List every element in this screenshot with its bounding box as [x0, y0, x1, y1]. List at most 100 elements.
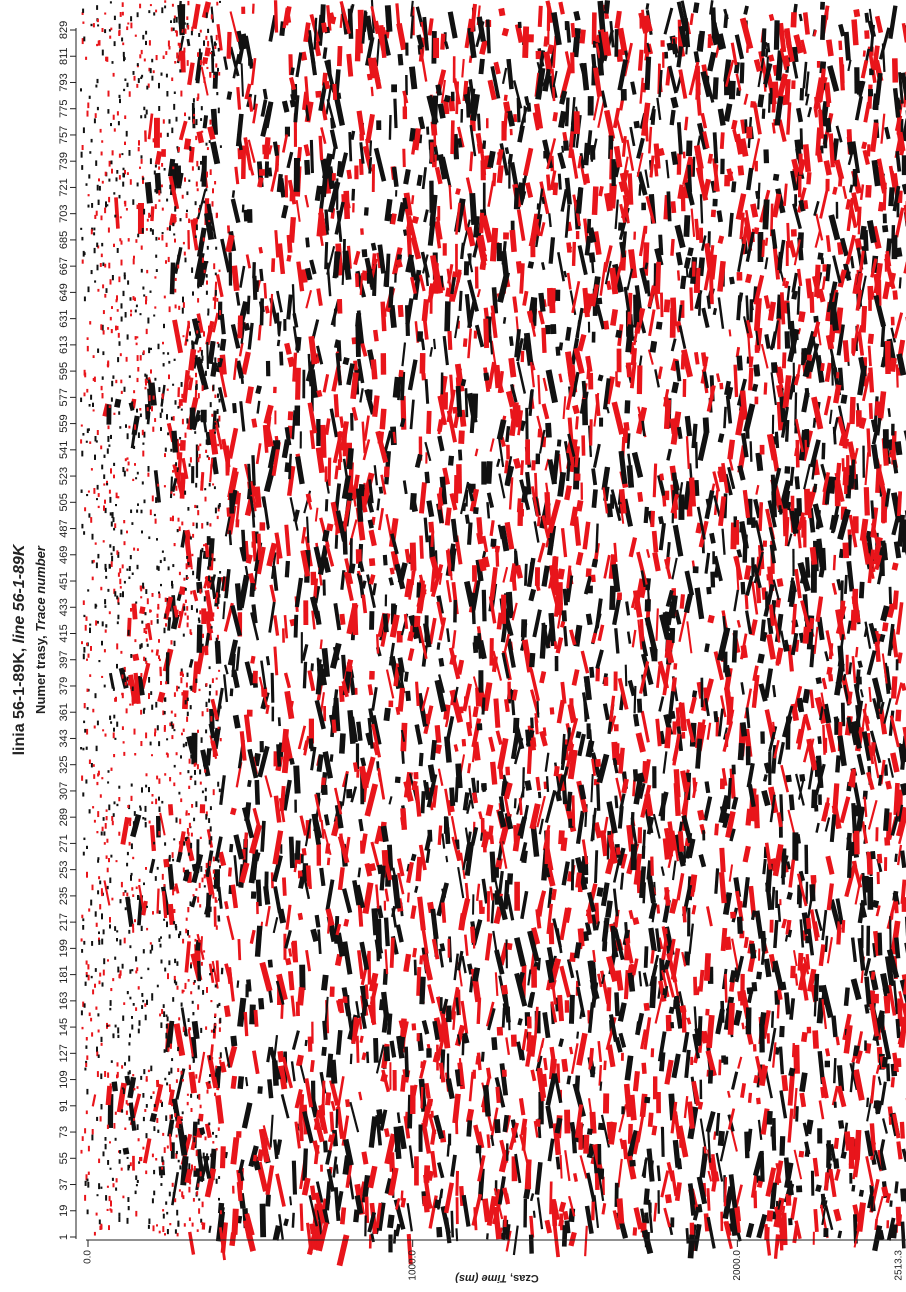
wavelet	[422, 1020, 430, 1035]
wavelet	[525, 182, 533, 198]
wavelet	[172, 319, 183, 353]
wavelet	[797, 364, 801, 375]
wavelet	[740, 682, 744, 695]
wavelet	[829, 410, 833, 424]
wavelet	[679, 482, 683, 495]
wavelet	[390, 567, 395, 574]
wavelet	[771, 229, 778, 249]
wavelet	[256, 443, 262, 464]
wavelet	[327, 858, 330, 866]
wavelet	[758, 949, 760, 961]
wavelet	[241, 63, 244, 96]
wavelet	[805, 1119, 813, 1134]
wavelet	[806, 738, 817, 770]
wavelet	[567, 273, 572, 290]
wavelet	[520, 891, 528, 919]
chart: linia 56-1-89K, line 56-1-89K Numer tras…	[0, 0, 906, 1292]
wavelet	[791, 496, 795, 511]
wavelet	[255, 780, 261, 805]
wavelet	[557, 472, 566, 497]
wavelet	[889, 1117, 892, 1125]
wavelet	[736, 193, 747, 220]
wavelet	[444, 817, 451, 844]
wavelet	[486, 118, 489, 128]
wavelet	[632, 630, 637, 648]
wavelet	[854, 1130, 861, 1160]
wavelet	[487, 891, 490, 922]
wavelet	[403, 169, 411, 185]
wavelet	[514, 188, 519, 210]
wavelet	[851, 978, 862, 1000]
wavelet	[779, 899, 781, 905]
wavelet	[200, 804, 205, 813]
wavelet	[852, 141, 860, 173]
wavelet	[825, 856, 834, 875]
wavelet	[581, 651, 590, 674]
wavelet	[398, 54, 404, 66]
wavelet	[772, 1118, 776, 1148]
wavelet	[220, 339, 227, 351]
wavelet	[396, 23, 406, 50]
wavelet	[655, 608, 658, 640]
wavelet	[263, 89, 268, 100]
wavelet	[284, 343, 292, 355]
wavelet	[502, 68, 507, 84]
wavelet	[864, 1040, 867, 1050]
wavelet	[766, 1210, 773, 1221]
wavelet	[432, 939, 440, 960]
wavelet	[602, 918, 610, 943]
wavelet	[713, 556, 722, 582]
wavelet	[803, 144, 811, 172]
wavelet	[455, 188, 461, 195]
wavelet	[398, 688, 405, 712]
wavelet	[717, 210, 723, 222]
wavelet	[757, 94, 764, 107]
wavelet	[188, 1232, 195, 1255]
wavelet	[379, 487, 383, 494]
wavelet	[638, 971, 642, 986]
wavelet	[755, 345, 760, 353]
wavelet	[732, 765, 736, 775]
wavelet	[283, 319, 286, 331]
wavelet	[458, 449, 462, 460]
wavelet	[629, 537, 638, 557]
wavelet	[385, 5, 393, 32]
wavelet	[780, 292, 785, 324]
wavelet	[572, 242, 576, 266]
wavelet	[737, 1057, 742, 1069]
wavelet	[228, 428, 239, 459]
wavelet	[214, 907, 217, 927]
wavelet	[763, 149, 769, 163]
wavelet	[826, 39, 834, 56]
wavelet	[747, 763, 755, 788]
wavelet	[663, 1208, 671, 1228]
wavelet	[453, 600, 457, 623]
wavelet	[803, 464, 811, 490]
wavelet	[882, 622, 889, 631]
wavelet	[697, 31, 705, 52]
wavelet	[811, 790, 818, 809]
wavelet	[376, 120, 381, 130]
wavelet	[323, 580, 326, 596]
wavelet	[817, 736, 821, 744]
wavelet	[258, 247, 263, 254]
wavelet	[485, 933, 493, 961]
wavelet	[621, 1053, 624, 1061]
wavelet	[777, 252, 783, 271]
wavelet	[563, 626, 568, 646]
wavelet	[820, 15, 826, 40]
wavelet	[411, 854, 417, 862]
wavelet	[736, 520, 739, 545]
wavelet	[512, 296, 518, 313]
wavelet	[452, 630, 457, 648]
wavelet	[650, 511, 655, 527]
wavelet	[712, 23, 717, 35]
wavelet	[665, 160, 669, 179]
wavelet	[628, 249, 637, 278]
wavelet	[816, 677, 822, 684]
wavelet	[426, 127, 429, 135]
wavelet	[626, 269, 633, 291]
wavelet	[483, 373, 489, 381]
wavelet	[684, 117, 688, 131]
wavelet	[276, 291, 283, 313]
